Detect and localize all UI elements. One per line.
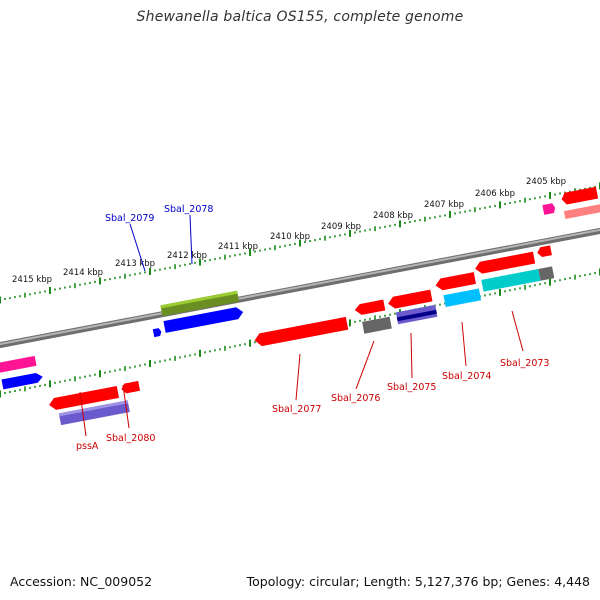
leader-sbal-2080 [122, 384, 130, 429]
gene-salmon-right[interactable] [563, 203, 600, 220]
gene-red-small-left[interactable] [120, 380, 141, 394]
scale-label-2415: 2415 kbp [12, 275, 52, 285]
leader-pssa [79, 391, 87, 437]
label-sbal-2073[interactable]: Sbal_2073 [500, 358, 549, 369]
scale-label-2414: 2414 kbp [63, 268, 103, 278]
scale-label-2406: 2406 kbp [475, 189, 515, 199]
gene-sbal-2074[interactable] [443, 288, 482, 307]
gene-red-far-right-top[interactable] [561, 186, 599, 206]
gene-magenta-right[interactable] [542, 203, 556, 215]
gene-blue-left[interactable] [1, 372, 43, 390]
gene-blue-forward-large[interactable] [163, 306, 244, 333]
map-title: Shewanella baltica OS155, complete genom… [136, 9, 464, 25]
leader-sbal-2075 [410, 332, 413, 379]
gene-red-2075-above[interactable] [387, 289, 433, 310]
label-sbal-2079[interactable]: Sbal_2079 [105, 213, 154, 224]
gene-red-2074-above[interactable] [434, 272, 476, 291]
scale-label-2411: 2411 kbp [218, 242, 258, 252]
label-sbal-2075[interactable]: Sbal_2075 [387, 382, 436, 393]
label-pssa[interactable]: pssA [76, 441, 99, 452]
genome-summary: Topology: circular; Length: 5,127,376 bp… [246, 574, 590, 589]
leader-sbal-2073 [511, 310, 524, 352]
scale-label-2407: 2407 kbp [424, 200, 464, 210]
gene-sbal-2078-highlight [160, 290, 238, 309]
gene-sbal-2076[interactable] [362, 316, 392, 334]
gene-gray-right[interactable] [538, 266, 555, 281]
scale-labels: 2415 kbp 2414 kbp 2413 kbp 2412 kbp 2411… [12, 177, 566, 285]
leader-sbal-2078 [189, 214, 193, 265]
gene-pssa[interactable] [48, 386, 119, 411]
scale-label-2408: 2408 kbp [373, 211, 413, 221]
backbone-highlight [0, 228, 600, 346]
label-sbal-2077[interactable]: Sbal_2077 [272, 404, 321, 415]
scale-label-2413: 2413 kbp [115, 259, 155, 269]
scale-label-2405: 2405 kbp [526, 177, 566, 187]
label-sbal-2074[interactable]: Sbal_2074 [442, 371, 491, 382]
gene-sbal-2075-core [396, 309, 437, 322]
scale-label-2409: 2409 kbp [321, 222, 361, 232]
scale-label-2410: 2410 kbp [270, 232, 310, 242]
leader-sbal-2077 [295, 353, 301, 401]
gene-red-small-right[interactable] [536, 245, 552, 258]
leader-sbal-2079 [129, 223, 146, 272]
gene-red-mid[interactable] [354, 299, 386, 316]
gene-sbal-2080[interactable] [58, 400, 130, 426]
gene-sbal-2079[interactable] [152, 328, 162, 338]
reverse-gene-labels: pssA Sbal_2080 Sbal_2077 Sbal_2076 Sbal_… [76, 310, 549, 452]
label-sbal-2078[interactable]: Sbal_2078 [164, 204, 213, 215]
reverse-strand-genes [48, 245, 555, 426]
gene-sbal-2077[interactable] [254, 316, 349, 347]
leader-sbal-2076 [355, 340, 375, 390]
scale-label-2412: 2412 kbp [167, 251, 207, 261]
label-sbal-2076[interactable]: Sbal_2076 [331, 393, 380, 404]
gene-sbal-2080-highlight [58, 400, 129, 417]
label-sbal-2080[interactable]: Sbal_2080 [106, 433, 155, 444]
gene-sbal-2073[interactable] [481, 268, 541, 292]
leader-sbal-2074 [461, 321, 467, 367]
gene-magenta-left-top[interactable] [0, 355, 37, 373]
gene-red-2073-above[interactable] [474, 251, 536, 275]
accession-label: Accession: NC_009052 [10, 574, 153, 589]
forward-gene-labels: Sbal_2079 Sbal_2078 [105, 204, 213, 272]
forward-strand-genes [0, 186, 600, 390]
genome-backbone [0, 227, 600, 349]
